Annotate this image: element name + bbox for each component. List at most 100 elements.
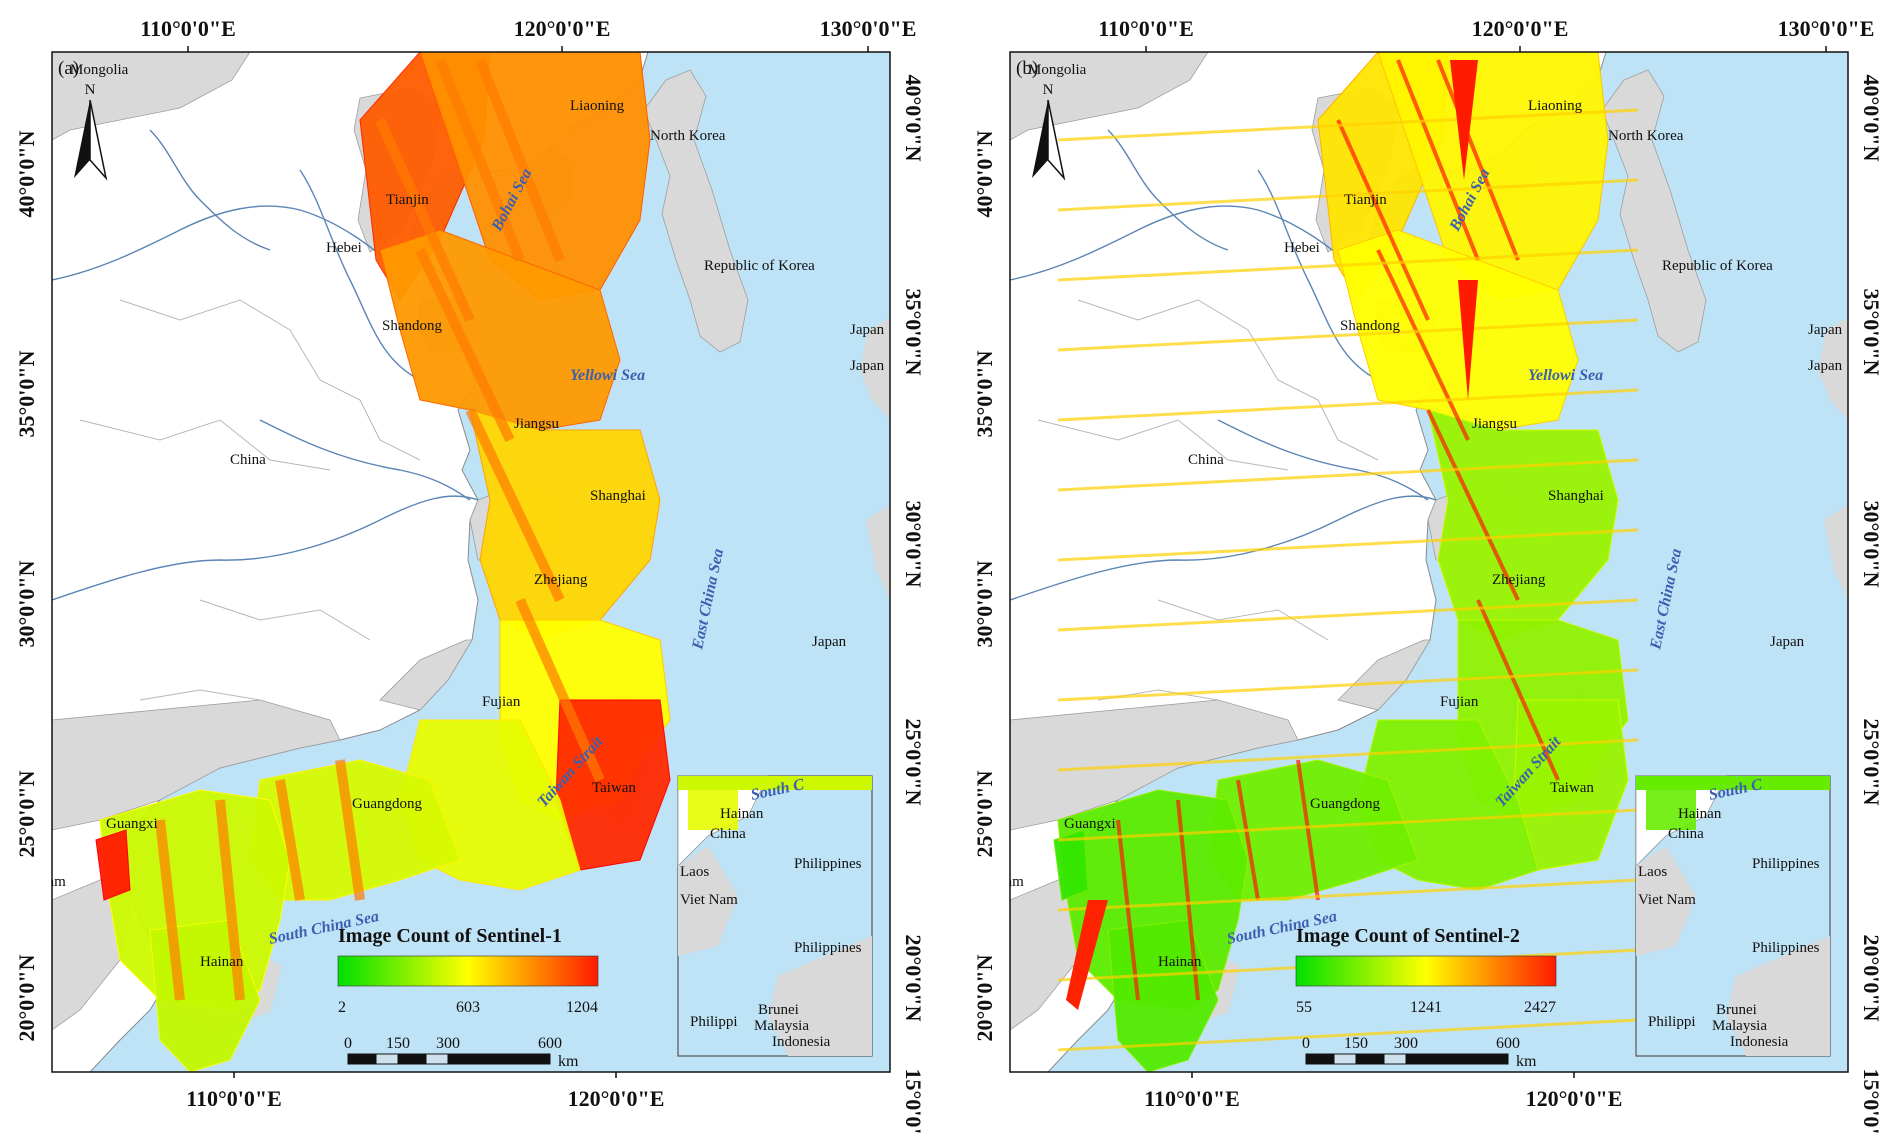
overlap-stripe — [1057, 108, 1639, 142]
inset-place-label: Philippines — [1752, 940, 1820, 956]
inset-land — [678, 846, 738, 956]
place-label: North Korea — [650, 128, 726, 144]
legend-max: 2427 — [1524, 999, 1556, 1016]
place-label: Shandong — [382, 318, 443, 334]
hotspot — [1066, 900, 1108, 1010]
overlap-stripe — [1436, 59, 1520, 261]
scale-unit: km — [1516, 1053, 1537, 1070]
place-label: Mongolia — [1028, 62, 1087, 78]
north-arrow-right — [1047, 99, 1066, 181]
place-label: Shanghai — [1548, 488, 1604, 504]
place-label: Guangdong — [1310, 796, 1380, 812]
inset-place-label: Indonesia — [772, 1034, 831, 1050]
place-label: Japan — [1770, 634, 1805, 650]
korea-peninsula — [643, 69, 749, 353]
overlap-stripe — [215, 799, 245, 1001]
scale-bar-segment — [1355, 1053, 1385, 1065]
place-label: Japan — [850, 358, 885, 374]
inset-place-label: Brunei — [1716, 1002, 1757, 1018]
overlap-stripe — [1057, 458, 1639, 492]
scale-unit: km — [558, 1053, 579, 1070]
map-frame — [51, 51, 891, 1073]
y-tick-left: 25°0'0"N — [972, 770, 997, 857]
scale-label: 600 — [1496, 1035, 1520, 1052]
y-tick-right: 35°0'0"N — [901, 288, 926, 375]
inset-land — [768, 936, 872, 1056]
y-tick-left: 35°0'0"N — [14, 350, 39, 437]
province-border — [1077, 299, 1279, 381]
overlap-stripe — [515, 597, 605, 783]
province-border — [1277, 379, 1379, 461]
place-label: Jiangsu — [1472, 416, 1518, 432]
province-border — [119, 299, 321, 381]
y-tick-left: 20°0'0"N — [14, 954, 39, 1041]
overlap-stripe — [1057, 878, 1639, 912]
place-label: Guangxi — [106, 816, 158, 832]
north-arrow-icon: N — [1032, 82, 1066, 181]
scale-label: 600 — [538, 1035, 562, 1052]
neighbor-land — [379, 639, 473, 711]
neighbor-land — [1010, 52, 1209, 141]
place-label: Japan — [1808, 358, 1843, 374]
overlap-stripe — [1057, 598, 1639, 632]
scale-bar-segment — [375, 1053, 399, 1065]
inset-place-label: Brunei — [758, 1002, 799, 1018]
place-label: Tianjin — [1344, 192, 1387, 208]
overlap-stripe — [1057, 388, 1639, 422]
north-arrow-right — [89, 99, 108, 181]
scale-bar-segment — [447, 1053, 551, 1065]
x-tick-top: 110°0'0"E — [140, 16, 236, 41]
overlap-stripe — [1057, 178, 1639, 212]
place-label: Japan — [1808, 322, 1843, 338]
place-label: Liaoning — [1528, 98, 1583, 114]
north-arrow-left — [74, 100, 90, 178]
legend-min: 55 — [1296, 999, 1312, 1016]
y-tick-left: 30°0'0"N — [14, 560, 39, 647]
inset-place-label: Viet Nam — [1638, 892, 1696, 908]
inset-swath — [1636, 776, 1830, 790]
place-label: Shanghai — [590, 488, 646, 504]
legend-mid: 603 — [456, 999, 480, 1016]
overlap-stripe — [415, 247, 515, 443]
overlap-stripe — [1057, 248, 1639, 282]
scale-bar-segment — [1305, 1053, 1335, 1065]
y-tick-left: 25°0'0"N — [14, 770, 39, 857]
y-tick-left: 20°0'0"N — [972, 954, 997, 1041]
place-label: Viet Nam — [966, 874, 1024, 890]
place-label: Fujian — [482, 694, 521, 710]
neighbor-land — [52, 699, 341, 831]
hotspot — [1458, 280, 1478, 400]
place-label: Mongolia — [70, 62, 129, 78]
y-tick-left: 40°0'0"N — [972, 130, 997, 217]
overlap-stripe — [465, 407, 565, 603]
province-border — [199, 599, 371, 641]
x-tick-bottom: 120°0'0"E — [1526, 1086, 1623, 1111]
y-tick-right: 20°0'0"N — [1859, 934, 1884, 1021]
province-border — [1157, 599, 1329, 641]
y-tick-left: 35°0'0"N — [972, 350, 997, 437]
overlap-stripe — [1057, 738, 1639, 772]
place-label: Tianjin — [386, 192, 429, 208]
map-body: Hainan China Laos Viet Nam Philippines Philip… — [966, 52, 1848, 1072]
legend-mid: 1241 — [1410, 999, 1442, 1016]
overlap-stripe — [275, 779, 305, 901]
scale-label: 150 — [386, 1035, 410, 1052]
place-label: North Korea — [1608, 128, 1684, 144]
inset-swath — [678, 776, 872, 790]
place-label: Philippi — [690, 1014, 738, 1030]
inset-land — [1726, 936, 1830, 1056]
y-tick-right: 35°0'0"N — [1859, 288, 1884, 375]
place-label: China — [230, 452, 266, 468]
legend-color-ramp — [337, 955, 599, 987]
overlap-stripe — [1426, 409, 1520, 601]
river — [52, 205, 401, 281]
overlap-stripe — [1057, 668, 1639, 702]
hotspot — [1450, 60, 1478, 180]
place-label: Hebei — [1284, 240, 1320, 256]
overlap-stripe — [1057, 528, 1639, 562]
river — [1010, 205, 1359, 281]
x-tick-top: 130°0'0"E — [820, 16, 917, 41]
coverage-swath — [95, 829, 131, 901]
y-tick-right: 30°0'0"N — [1859, 500, 1884, 587]
